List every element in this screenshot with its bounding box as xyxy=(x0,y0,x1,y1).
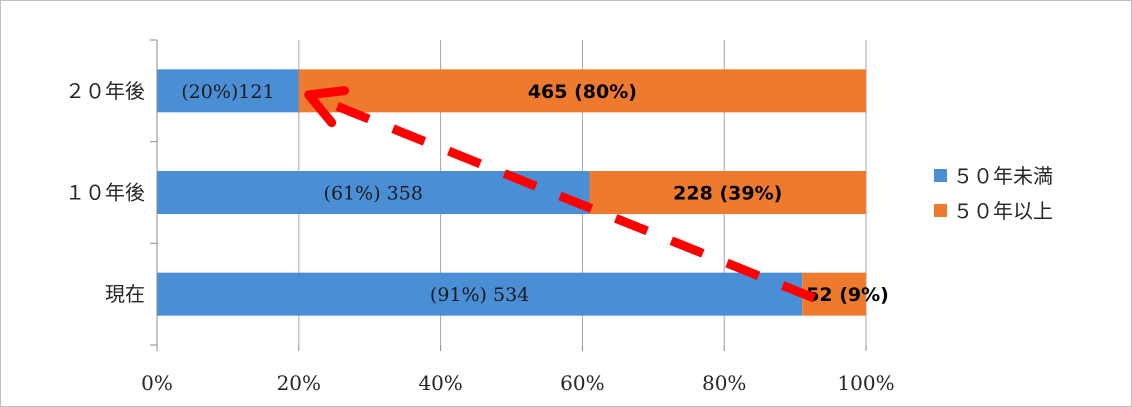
trend-arrow-head xyxy=(304,86,350,128)
bar-under-50 xyxy=(157,272,803,316)
category-label: １０年後 xyxy=(65,181,145,205)
axes: 0% 20% 40% 60% 80% 100% xyxy=(141,39,895,395)
legend: ５０年未満 ５０年以上 xyxy=(934,164,1053,223)
label-under-50: (20%)121 xyxy=(181,81,274,103)
category-label: 現在 xyxy=(105,282,145,306)
x-tick-label: 20% xyxy=(277,371,321,395)
x-tick-label: 40% xyxy=(418,371,462,395)
x-tick-label: 0% xyxy=(141,371,173,395)
trend-arrow xyxy=(304,86,816,303)
bar-under-50 xyxy=(157,69,299,113)
legend-swatch xyxy=(934,169,947,182)
bar-over-50 xyxy=(589,171,866,214)
trend-arrow-shaft xyxy=(314,93,816,303)
label-over-50: 228 (39%) xyxy=(673,183,782,205)
label-over-50: 52 (9%) xyxy=(806,284,889,306)
legend-label: ５０年未満 xyxy=(953,164,1053,188)
label-under-50: (61%) 358 xyxy=(324,183,423,205)
label-under-50: (91%) 534 xyxy=(430,284,529,306)
x-tick-label: 80% xyxy=(702,371,746,395)
x-tick-label: 60% xyxy=(560,371,604,395)
legend-label: ５０年以上 xyxy=(953,199,1053,223)
x-tick-label: 100% xyxy=(837,371,894,395)
bar-over-50 xyxy=(298,69,866,113)
label-over-50: 465 (80%) xyxy=(528,81,637,103)
legend-swatch xyxy=(934,204,947,217)
category-label: ２０年後 xyxy=(65,79,145,103)
